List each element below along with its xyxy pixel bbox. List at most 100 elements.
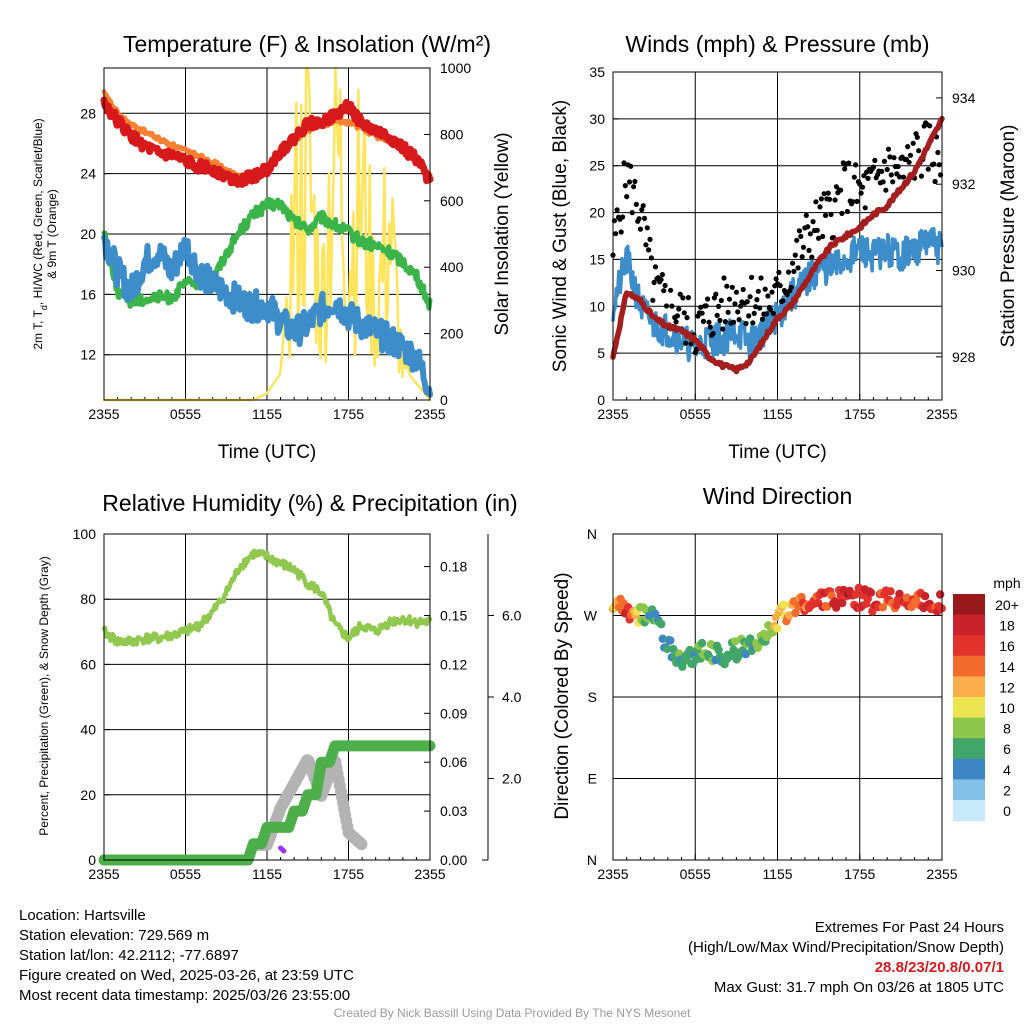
y-tick-label: 15: [589, 251, 605, 267]
gust-point: [870, 164, 877, 170]
direction-point: [657, 619, 666, 629]
gust-point: [861, 173, 867, 179]
gust-point: [735, 309, 741, 315]
snow-axis-tick-label: 6.0: [502, 608, 522, 624]
gust-point: [770, 310, 777, 317]
series-line-blue: [101, 234, 433, 398]
direction-point: [666, 636, 675, 645]
gust-point: [814, 227, 820, 233]
gust-point: [846, 160, 852, 166]
y-right-tick-label: 800: [440, 126, 464, 142]
gust-point: [809, 254, 815, 260]
gust-point: [669, 303, 675, 309]
gust-point: [768, 307, 774, 313]
elevation-text: Station elevation: 729.569 m: [19, 927, 210, 944]
gust-point: [620, 214, 626, 220]
y-right-tick-label: 1000: [440, 60, 471, 76]
legend-swatch: [953, 655, 985, 677]
gust-point: [658, 277, 664, 283]
snow-axis-tick-label: 4.0: [502, 689, 522, 705]
gust-point: [862, 205, 868, 211]
y-right-tick-label: 928: [952, 349, 976, 365]
gust-point: [754, 297, 760, 303]
gust-point: [721, 275, 727, 281]
gust-point: [935, 149, 941, 156]
y-axis-label: 2m T, Td, HI/WC (Red, Green, Scarlet/Blu…: [31, 118, 49, 349]
gust-point: [884, 166, 890, 173]
gust-point: [794, 237, 800, 243]
gust-point: [790, 260, 796, 266]
snow-axis-tick-label: 2.0: [502, 771, 522, 787]
gust-point: [698, 304, 704, 310]
direction-point: [773, 624, 782, 633]
gust-point: [681, 310, 687, 316]
x-tick-label: 1155: [252, 866, 282, 882]
gust-point: [880, 179, 886, 185]
gust-point: [925, 166, 931, 172]
gust-point: [842, 166, 848, 172]
gust-point: [769, 289, 775, 295]
gust-point: [891, 155, 897, 161]
y-right-axis-label: Station Pressure (Maroon): [998, 125, 1019, 348]
gust-point: [879, 168, 885, 174]
gust-point: [887, 154, 893, 160]
x-tick-label: 1755: [333, 406, 364, 422]
series-line-green: [101, 196, 433, 311]
gust-point: [785, 269, 792, 275]
gust-point: [718, 297, 724, 304]
gust-point: [736, 317, 742, 323]
y-tick-label: N: [587, 852, 597, 868]
gust-point: [647, 236, 653, 242]
x-tick-label: 1755: [844, 866, 875, 882]
gust-point: [795, 265, 801, 271]
latlon-text: Station lat/lon: 42.2112; -77.6897: [19, 947, 239, 964]
gust-point: [854, 198, 860, 204]
gust-point: [684, 315, 690, 321]
x-tick-label: 2355: [88, 406, 119, 422]
gust-point: [640, 203, 646, 209]
gust-point: [851, 174, 857, 180]
gust-point: [803, 212, 809, 218]
gust-point: [755, 288, 761, 294]
series-line-blue: [611, 226, 944, 363]
y-tick-label: 30: [589, 111, 605, 127]
gust-point: [907, 152, 914, 158]
gust-point: [632, 178, 638, 185]
y-tick-label: E: [588, 771, 597, 787]
gust-point: [759, 316, 766, 322]
gust-point: [822, 212, 829, 218]
plot-frame: [612, 71, 943, 401]
direction-point: [920, 592, 930, 601]
y-tick-label: W: [584, 608, 598, 624]
y-tick-label: S: [588, 689, 597, 705]
gust-point: [910, 140, 916, 146]
gust-point: [644, 225, 650, 231]
gust-point: [637, 226, 644, 232]
gust-point: [732, 301, 738, 307]
extremes-subtitle: (High/Low/Max Wind/Precipitation/Snow De…: [688, 939, 1004, 956]
y-right-tick-label: 0.09: [440, 705, 467, 721]
y-right-tick-label: 930: [952, 263, 976, 279]
legend-label: 4: [1003, 762, 1011, 778]
gust-point: [729, 284, 735, 290]
gust-point: [737, 303, 744, 309]
gust-point: [881, 158, 888, 164]
y-tick-label: 16: [80, 286, 96, 302]
gust-point: [838, 187, 844, 193]
gust-point: [713, 291, 719, 297]
gust-point: [832, 197, 838, 203]
extremes-values: 28.8/23/20.8/0.07/1: [874, 959, 1004, 976]
gust-point: [918, 173, 925, 179]
y-right-tick-label: 0.03: [440, 803, 467, 819]
gust-point: [614, 207, 620, 213]
gust-point: [685, 295, 692, 301]
gust-point: [733, 289, 740, 295]
gust-point: [641, 215, 648, 221]
y-tick-label: 5: [597, 345, 605, 361]
y-tick-label: 24: [80, 166, 96, 182]
x-tick-label: 2355: [926, 406, 957, 422]
gust-point: [726, 296, 733, 302]
legend-swatch: [953, 635, 985, 657]
gust-point: [776, 269, 782, 275]
